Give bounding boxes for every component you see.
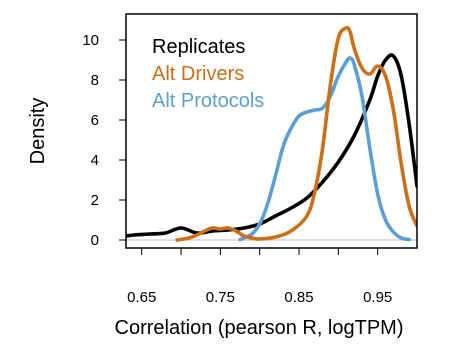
- x-tick-label: 0.95: [363, 289, 392, 306]
- y-axis-title: Density: [27, 98, 49, 165]
- y-tick-label: 10: [82, 32, 99, 49]
- x-tick-label: 0.75: [206, 289, 235, 306]
- y-tick-label: 0: [91, 232, 99, 249]
- x-tick-label: 0.65: [127, 289, 156, 306]
- series-line-alt-drivers: [175, 25, 417, 242]
- legend: Replicates Alt Drivers Alt Protocols: [152, 36, 264, 112]
- legend-label: Replicates: [152, 36, 245, 58]
- y-tick-label: 6: [91, 112, 99, 129]
- legend-label: Alt Protocols: [152, 90, 264, 112]
- y-tick-label: 2: [91, 192, 99, 209]
- y-tick-label: 4: [91, 152, 99, 169]
- series-layer: [126, 25, 417, 242]
- legend-label: Alt Drivers: [152, 63, 244, 85]
- x-axis-title: Correlation (pearson R, logTPM): [115, 317, 404, 339]
- plot-frame: [125, 13, 418, 249]
- y-tick-label: 8: [91, 72, 99, 89]
- y-axis: 0 2 4 6 8 10: [82, 32, 126, 249]
- series-line-alt-protocols: [238, 56, 411, 242]
- x-tick-label: 0.85: [284, 289, 313, 306]
- x-axis: 0.65 0.75 0.85 0.95: [127, 248, 392, 306]
- series-line-replicates: [126, 53, 417, 238]
